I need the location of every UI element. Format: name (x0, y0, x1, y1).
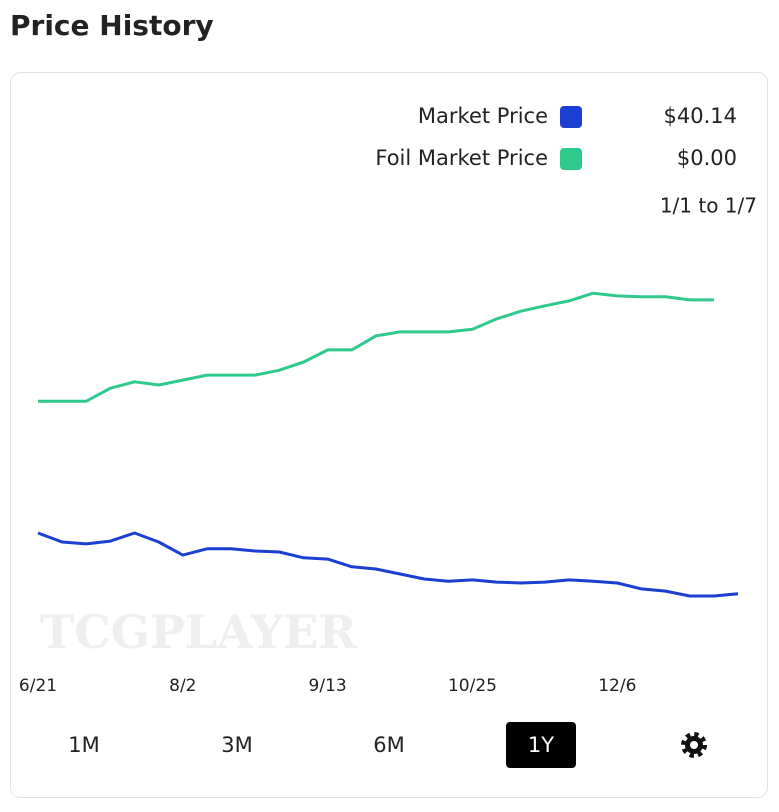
range-button[interactable]: 1Y (528, 733, 554, 757)
legend-value: $40.14 (664, 104, 737, 128)
x-tick-label: 9/13 (309, 676, 347, 696)
range-button[interactable]: 6M (373, 733, 404, 757)
x-tick-label: 12/6 (598, 676, 636, 696)
legend-value: $0.00 (677, 146, 737, 170)
x-tick-label: 6/21 (19, 676, 57, 696)
range-button[interactable]: 3M (221, 733, 252, 757)
legend-label: Market Price (418, 104, 548, 128)
page-title: Price History (10, 9, 214, 42)
watermark: TCGPLAYER (40, 605, 357, 659)
legend-label: Foil Market Price (375, 146, 548, 170)
price-line (37, 531, 739, 598)
card (10, 72, 768, 798)
x-tick-label: 10/25 (448, 676, 497, 696)
range-button-active[interactable] (506, 722, 576, 768)
x-tick-label: 8/2 (169, 676, 196, 696)
range-button[interactable]: 1M (68, 733, 99, 757)
legend-swatch (560, 148, 582, 170)
settings-icon[interactable] (681, 732, 707, 758)
legend-swatch (560, 106, 582, 128)
price-line (38, 291, 714, 403)
date-range: 1/1 to 1/7 (660, 194, 757, 218)
